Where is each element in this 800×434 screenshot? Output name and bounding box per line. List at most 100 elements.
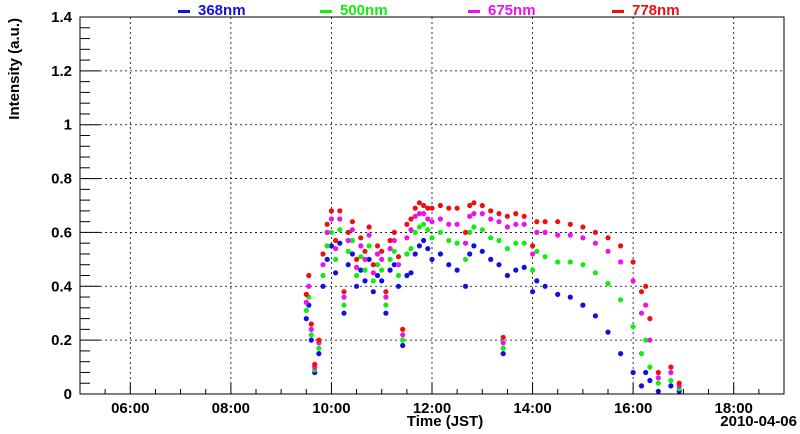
data-point — [513, 267, 519, 273]
data-point — [580, 224, 586, 230]
data-point — [446, 221, 452, 227]
data-point — [374, 243, 381, 249]
data-point — [362, 248, 368, 254]
data-point — [542, 254, 548, 260]
data-point — [404, 235, 410, 241]
data-point — [303, 291, 309, 297]
data-point — [454, 240, 460, 246]
data-point — [316, 351, 322, 357]
data-point — [391, 237, 397, 244]
data-point — [647, 364, 653, 370]
data-point — [580, 262, 586, 268]
data-point — [676, 380, 682, 386]
data-point — [383, 289, 389, 295]
data-point — [400, 342, 406, 349]
data-point — [358, 267, 364, 273]
x-tick-label: 18:00 — [715, 400, 753, 417]
data-point — [530, 267, 536, 273]
data-point — [655, 380, 661, 386]
data-point — [308, 321, 314, 327]
data-point — [391, 262, 397, 268]
data-point — [605, 248, 611, 254]
data-point — [580, 302, 586, 308]
data-point — [412, 213, 418, 219]
data-point — [408, 270, 414, 276]
data-point — [542, 283, 548, 289]
data-point — [383, 302, 389, 308]
data-point — [567, 221, 573, 227]
data-point — [421, 202, 427, 209]
y-tick-label: 0.4 — [51, 278, 73, 295]
data-point — [513, 211, 519, 217]
y-tick-label: 0 — [64, 386, 72, 403]
data-point — [312, 361, 318, 367]
data-points — [303, 200, 682, 394]
data-point — [530, 251, 536, 257]
data-point — [471, 200, 477, 206]
x-tick-label: 06:00 — [111, 400, 149, 417]
data-point — [580, 235, 586, 241]
data-point — [404, 272, 410, 279]
data-point — [308, 332, 314, 338]
data-point — [567, 259, 573, 265]
data-point — [467, 251, 473, 257]
data-point — [500, 340, 506, 346]
data-point — [437, 229, 443, 235]
data-point — [605, 329, 611, 335]
data-point — [400, 332, 406, 338]
data-point — [404, 251, 410, 257]
data-point — [643, 302, 649, 308]
data-point — [454, 221, 460, 227]
data-point — [521, 221, 527, 227]
data-point — [306, 272, 312, 279]
data-point — [421, 211, 427, 217]
data-point — [446, 237, 452, 244]
data-point — [467, 229, 473, 235]
data-point — [496, 262, 502, 268]
series-368nm — [303, 237, 682, 394]
data-point — [324, 256, 330, 262]
data-point — [446, 205, 452, 211]
data-point — [320, 262, 326, 268]
data-point — [400, 337, 406, 343]
data-point — [643, 283, 649, 289]
data-point — [605, 281, 611, 287]
date-label: 2010-04-06 — [720, 413, 797, 430]
data-point — [366, 224, 372, 230]
data-point — [555, 259, 561, 265]
data-point — [437, 202, 443, 209]
data-point — [668, 383, 674, 389]
data-point — [362, 256, 368, 262]
data-point — [542, 219, 548, 225]
data-point — [555, 232, 561, 238]
data-point — [479, 202, 485, 209]
data-point — [379, 278, 385, 284]
data-point — [379, 248, 385, 254]
data-point — [513, 221, 519, 227]
data-point — [354, 272, 360, 279]
data-point — [504, 213, 510, 219]
x-axis-title: Time (JST) — [407, 413, 483, 430]
data-point — [429, 219, 435, 225]
data-point — [412, 251, 418, 257]
data-point — [500, 334, 506, 340]
legend-swatch — [612, 10, 624, 13]
data-point — [345, 237, 351, 244]
data-point — [400, 326, 406, 332]
data-point — [354, 283, 360, 289]
data-point — [308, 326, 314, 332]
data-point — [500, 351, 506, 357]
data-point — [479, 227, 485, 233]
data-point — [370, 262, 376, 268]
data-point — [362, 278, 368, 284]
axis-ticks — [79, 16, 785, 395]
data-point — [618, 297, 624, 303]
data-point — [488, 216, 494, 222]
data-point — [303, 307, 309, 314]
data-point — [387, 237, 393, 244]
legend-swatch — [468, 10, 480, 13]
data-point — [462, 240, 469, 246]
data-point — [306, 283, 312, 289]
data-point — [592, 270, 599, 276]
